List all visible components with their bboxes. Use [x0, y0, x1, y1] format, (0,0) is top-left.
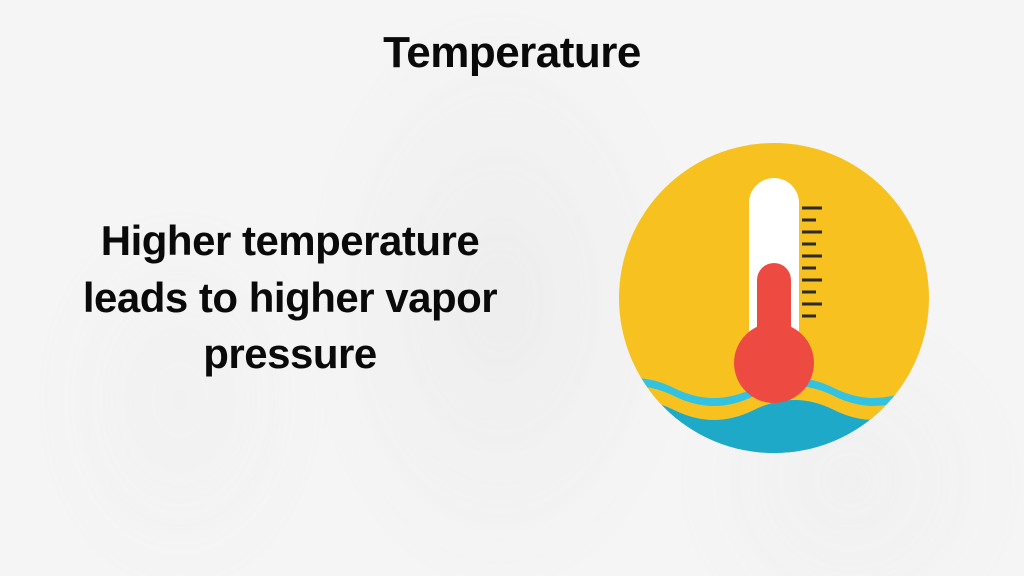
slide-title: Temperature: [40, 28, 984, 78]
thermometer-svg: [614, 138, 934, 458]
thermometer-fill: [757, 263, 791, 358]
water-wave-front: [614, 400, 934, 458]
slide-container: Temperature Higher temperature leads to …: [0, 0, 1024, 576]
content-row: Higher temperature leads to higher vapor…: [40, 118, 984, 478]
body-text: Higher temperature leads to higher vapor…: [70, 213, 510, 383]
thermometer-icon: [594, 118, 954, 478]
